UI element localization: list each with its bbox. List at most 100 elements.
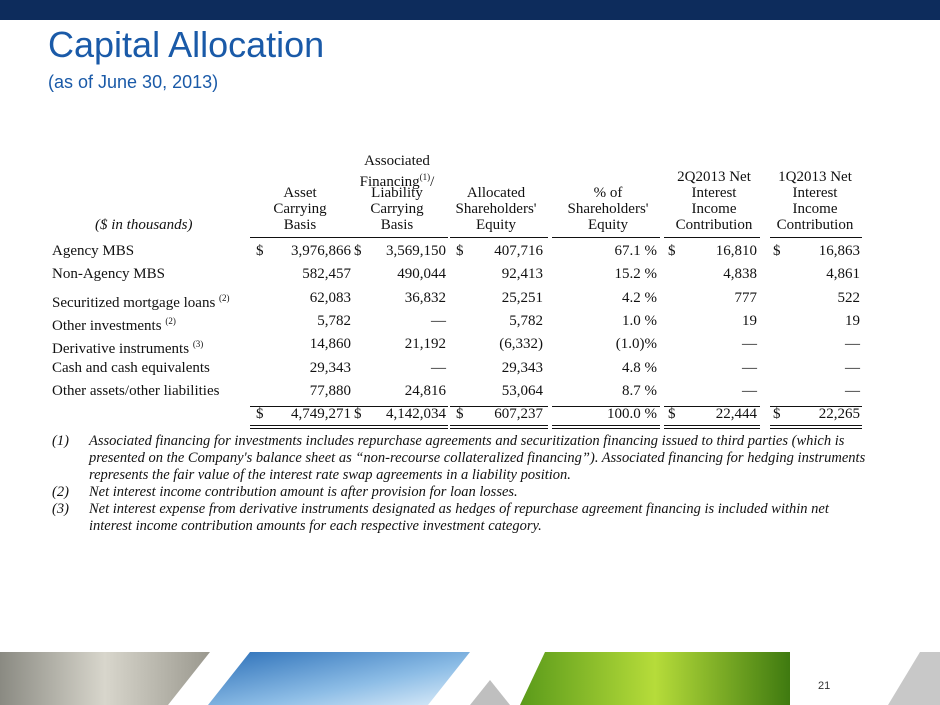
footnote-marker: (2) (52, 484, 69, 500)
cell: — (845, 382, 860, 399)
row-label: Other investments (2) (52, 313, 176, 334)
currency: $ (456, 243, 464, 259)
currency: $ (773, 406, 781, 422)
column-header: Interest (691, 185, 737, 201)
currency: $ (256, 406, 264, 422)
double-rule (552, 428, 660, 429)
currency: $ (354, 406, 362, 422)
footnote-text: Net interest expense from derivative ins… (89, 501, 829, 534)
double-rule (250, 425, 352, 426)
label-text: Agency MBS (52, 243, 135, 259)
cell: — (845, 359, 860, 376)
cell: — (742, 359, 757, 376)
column-header: 1Q2013 Net (778, 169, 852, 185)
cell: 15.2 % (614, 266, 658, 283)
column-header: Liability (371, 185, 423, 201)
cell: 62,083 (309, 289, 351, 306)
cell: 19 (845, 312, 860, 329)
total-rule (770, 406, 862, 407)
label-text: Derivative instruments (52, 341, 190, 358)
note-marker: (1) (419, 172, 431, 182)
cell: 4.8 % (622, 359, 657, 376)
column-header: Shareholders' (455, 201, 537, 217)
total-rule (350, 406, 448, 407)
cell: 29,343 (309, 359, 351, 376)
cell: 4.2 % (622, 289, 657, 306)
header-rule (552, 237, 660, 238)
label-text: Cash and cash equivalents (52, 359, 210, 376)
cell: 16,863 (818, 243, 860, 259)
total-rule (664, 406, 760, 407)
column-header: Contribution (776, 217, 854, 233)
column-header: Equity (588, 217, 628, 233)
note-marker: (3) (192, 339, 204, 350)
cell: — (742, 382, 757, 399)
cell: 14,860 (309, 336, 351, 353)
label-text: Other investments (52, 317, 162, 334)
cell: 5,782 (317, 312, 351, 329)
grey-shape (888, 652, 940, 705)
note-marker: (2) (219, 292, 230, 303)
double-rule (350, 425, 448, 426)
cell: — (431, 359, 446, 376)
cell: 53,064 (501, 382, 543, 399)
row-label: Securitized mortgage loans (2) (52, 290, 230, 311)
label-text: Other assets/other liabilities (52, 382, 220, 399)
header-text: / (430, 174, 435, 190)
cell: 407,716 (494, 243, 543, 259)
column-header: Carrying (273, 201, 327, 217)
column-header: Financing(1)/ (297, 169, 497, 190)
cell: 29,343 (501, 359, 543, 376)
cell: 25,251 (501, 289, 543, 306)
title: Capital Allocation (48, 24, 325, 65)
total-rule (552, 406, 660, 407)
cell: 21,192 (404, 336, 446, 353)
column-header: Basis (283, 217, 317, 233)
cell: 777 (734, 289, 758, 306)
column-header: Equity (476, 217, 516, 233)
double-rule (664, 425, 760, 426)
double-rule (450, 425, 548, 426)
cell: 4,749,271 (291, 406, 351, 422)
column-header: Income (792, 201, 838, 217)
leaf-image (520, 652, 790, 705)
currency: $ (456, 406, 464, 422)
column-header: Associated (364, 153, 430, 169)
cell: 3,569,150 (386, 243, 446, 259)
column-header: Income (691, 201, 737, 217)
triangle (470, 680, 510, 705)
cell: 24,816 (404, 382, 446, 399)
cell: 522 (837, 289, 861, 306)
column-header: Shareholders' (567, 201, 649, 217)
cell: 92,413 (501, 266, 543, 283)
column-header: Contribution (675, 217, 753, 233)
subtitle: (as of June 30, 2013) (48, 72, 219, 92)
cell: 77,880 (309, 382, 351, 399)
cell: 5,782 (509, 312, 543, 329)
double-rule (664, 428, 760, 429)
cell: (1.0)% (615, 336, 657, 353)
currency: $ (354, 243, 362, 259)
unit-label: ($ in thousands) (95, 217, 193, 233)
cell: 3,976,866 (291, 243, 351, 259)
row-label: Derivative instruments (3) (52, 336, 203, 357)
double-rule (770, 428, 862, 429)
column-header: Basis (380, 217, 414, 233)
total-rule (250, 406, 352, 407)
cell: 1.0 % (622, 312, 657, 329)
header-text: Financing (359, 174, 420, 190)
column-header: 2Q2013 Net (677, 169, 751, 185)
row-label: Non-Agency MBS (52, 266, 165, 282)
header-rule (664, 237, 760, 238)
cell: 4,142,034 (386, 406, 446, 422)
cell: (6,332) (499, 336, 543, 353)
row-label: Cash and cash equivalents (52, 360, 210, 376)
cell: 100.0 % (607, 406, 657, 422)
cell: 16,810 (715, 243, 757, 259)
column-header: % of (593, 185, 623, 201)
currency: $ (668, 406, 676, 422)
sky-image (208, 652, 470, 705)
cell: 22,265 (818, 406, 860, 422)
